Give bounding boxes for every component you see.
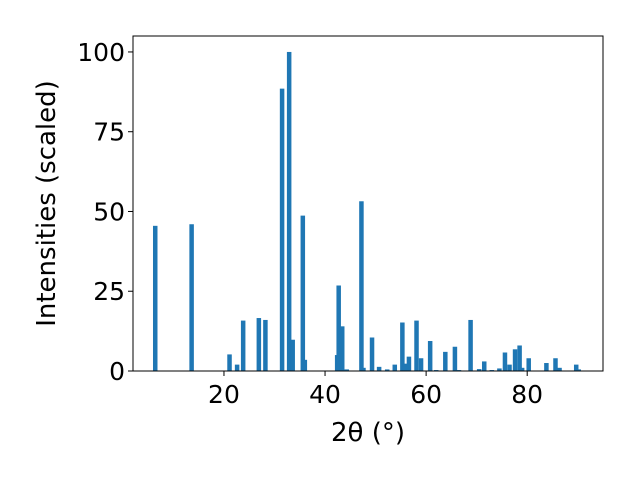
- bar: [427, 341, 433, 371]
- bar: [344, 369, 350, 371]
- bar: [526, 358, 531, 371]
- bar: [476, 369, 482, 371]
- bar: [452, 346, 458, 371]
- bar: [392, 364, 398, 371]
- bar: [152, 225, 158, 371]
- bar: [418, 358, 424, 371]
- x-tick-label: 20: [208, 380, 240, 409]
- bar: [189, 224, 194, 371]
- bar: [400, 322, 405, 371]
- bar: [290, 339, 295, 371]
- bar: [234, 364, 240, 371]
- bar: [573, 364, 579, 371]
- bar: [414, 320, 419, 371]
- bar: [512, 349, 518, 371]
- y-tick-label: 0: [109, 357, 125, 386]
- y-axis-label: Intensities (scaled): [32, 80, 62, 327]
- bar: [336, 285, 341, 371]
- bar: [519, 367, 525, 371]
- bar: [517, 345, 522, 371]
- bar: [256, 318, 262, 371]
- x-tick-label: 60: [410, 380, 442, 409]
- bar: [497, 368, 502, 371]
- y-tick-label: 75: [93, 118, 125, 147]
- bar: [557, 367, 562, 371]
- bar: [384, 369, 390, 371]
- bar: [402, 363, 408, 371]
- bar: [300, 215, 306, 371]
- bar: [376, 366, 382, 371]
- bar: [502, 352, 508, 371]
- axes-group: 20 40 60 80 0 25 50 75 100: [77, 38, 543, 409]
- y-tick-label: 100: [77, 38, 125, 67]
- bar: [481, 361, 487, 371]
- y-tick-label: 50: [93, 197, 125, 226]
- x-tick-label: 80: [511, 380, 543, 409]
- bar: [302, 359, 308, 371]
- bar: [576, 369, 581, 371]
- bar: [227, 354, 232, 371]
- bar: [286, 51, 292, 371]
- bar: [553, 358, 558, 371]
- x-tick-label: 40: [309, 380, 341, 409]
- bar: [468, 319, 473, 371]
- bar: [339, 326, 345, 371]
- bar: [240, 320, 246, 371]
- bar: [544, 363, 549, 371]
- bars-group: [152, 51, 581, 371]
- plot-frame: [132, 35, 604, 372]
- bar: [361, 367, 366, 371]
- bar: [507, 364, 512, 371]
- bar: [443, 351, 448, 371]
- x-axis-label: 2θ (°): [331, 418, 405, 448]
- y-tick-label: 25: [93, 277, 125, 306]
- bar: [406, 356, 412, 371]
- bar: [359, 201, 364, 371]
- bar: [263, 319, 268, 371]
- bar: [279, 88, 285, 371]
- bar: [369, 337, 375, 371]
